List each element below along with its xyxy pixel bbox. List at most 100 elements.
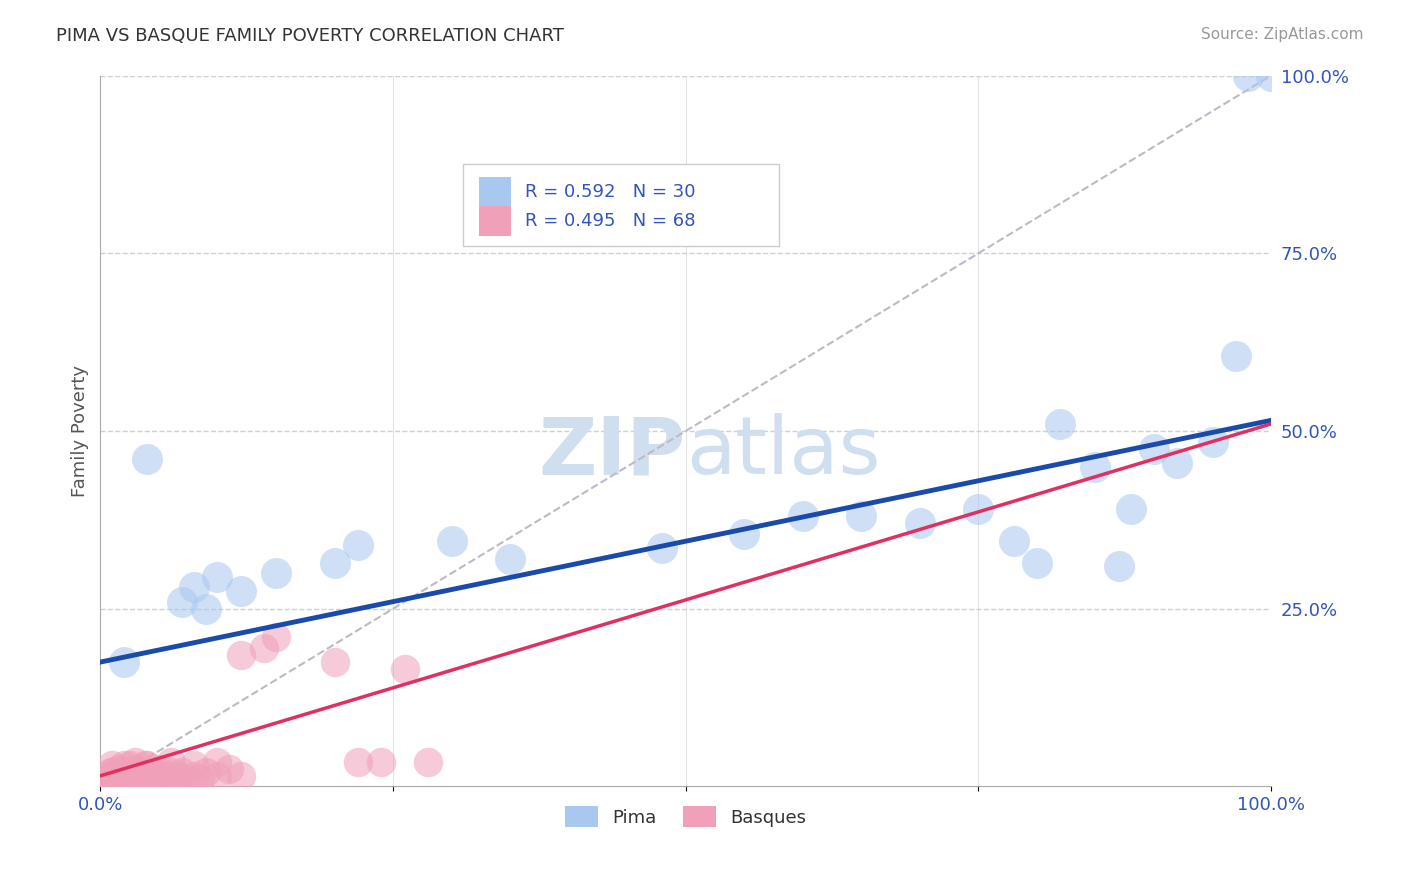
Point <box>142 765 165 780</box>
Point <box>112 772 135 787</box>
Point <box>165 769 187 783</box>
Point <box>253 640 276 655</box>
Text: R = 0.495   N = 68: R = 0.495 N = 68 <box>526 212 696 230</box>
Point <box>107 762 129 776</box>
Point <box>188 772 211 787</box>
Point <box>105 772 128 787</box>
Point <box>851 509 873 524</box>
Point <box>153 769 176 783</box>
Point <box>347 538 370 552</box>
Point <box>138 772 160 787</box>
Point <box>159 765 181 780</box>
Point <box>1026 556 1049 570</box>
Point <box>118 758 141 772</box>
Point <box>136 452 159 467</box>
Point <box>229 648 252 662</box>
Point <box>651 541 673 556</box>
Point <box>218 762 240 776</box>
Point <box>122 769 145 783</box>
Text: PIMA VS BASQUE FAMILY POVERTY CORRELATION CHART: PIMA VS BASQUE FAMILY POVERTY CORRELATIO… <box>56 27 564 45</box>
Point <box>103 776 125 790</box>
Point <box>172 594 194 608</box>
Point <box>110 765 132 780</box>
Point <box>100 765 122 780</box>
Point <box>172 776 194 790</box>
Point <box>101 776 124 790</box>
Point <box>183 758 205 772</box>
Point <box>1166 456 1188 470</box>
Point <box>121 772 143 787</box>
Point <box>159 772 181 787</box>
Point <box>440 534 463 549</box>
Point <box>136 769 159 783</box>
Point <box>394 662 416 676</box>
Point <box>108 776 131 790</box>
Point <box>967 502 990 516</box>
Point <box>207 755 229 769</box>
Point <box>792 509 814 524</box>
FancyBboxPatch shape <box>464 164 779 246</box>
Point <box>148 772 170 787</box>
Point <box>207 570 229 584</box>
Point <box>98 769 121 783</box>
Point <box>347 755 370 769</box>
Point <box>101 765 124 780</box>
FancyBboxPatch shape <box>478 178 512 207</box>
Point <box>159 755 181 769</box>
Point <box>124 776 146 790</box>
Point <box>1225 349 1247 363</box>
Point <box>115 776 138 790</box>
Point <box>1260 69 1282 83</box>
Point <box>97 772 120 787</box>
Point <box>370 755 392 769</box>
Point <box>131 765 153 780</box>
Point <box>107 769 129 783</box>
Point <box>207 769 229 783</box>
Point <box>499 552 522 566</box>
Point <box>418 755 440 769</box>
Point <box>1236 69 1258 83</box>
Point <box>183 581 205 595</box>
Point <box>908 516 931 531</box>
Text: R = 0.592   N = 30: R = 0.592 N = 30 <box>526 183 696 201</box>
Point <box>136 758 159 772</box>
Point <box>117 772 139 787</box>
Legend: Pima, Basques: Pima, Basques <box>558 799 814 834</box>
Point <box>194 765 217 780</box>
Point <box>112 776 135 790</box>
Point <box>107 776 129 790</box>
Point <box>1002 534 1025 549</box>
Point <box>118 765 141 780</box>
Point <box>112 758 135 772</box>
FancyBboxPatch shape <box>478 206 512 236</box>
Point <box>172 765 194 780</box>
Point <box>194 601 217 615</box>
Point <box>103 769 125 783</box>
Text: ZIP: ZIP <box>538 413 686 491</box>
Text: atlas: atlas <box>686 413 880 491</box>
Point <box>323 655 346 669</box>
Point <box>1108 559 1130 574</box>
Point <box>148 776 170 790</box>
Point <box>96 776 118 790</box>
Point <box>127 772 149 787</box>
Point <box>148 762 170 776</box>
Point <box>1049 417 1071 431</box>
Point <box>1084 459 1107 474</box>
Point <box>1119 502 1142 516</box>
Point <box>110 772 132 787</box>
Point <box>733 527 755 541</box>
Point <box>101 772 124 787</box>
Point <box>136 776 159 790</box>
Point <box>124 762 146 776</box>
Point <box>124 769 146 783</box>
Point <box>183 769 205 783</box>
Y-axis label: Family Poverty: Family Poverty <box>72 365 89 497</box>
Point <box>101 758 124 772</box>
Point <box>1143 442 1166 456</box>
Point <box>134 758 156 772</box>
Point <box>115 769 138 783</box>
Point <box>264 566 287 581</box>
Point <box>264 630 287 644</box>
Point <box>229 584 252 599</box>
